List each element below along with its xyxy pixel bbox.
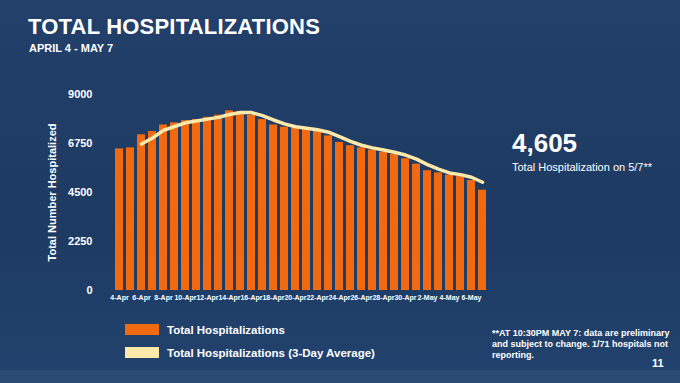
- svg-text:22-Apr: 22-Apr: [306, 294, 328, 302]
- svg-text:6750: 6750: [68, 137, 92, 149]
- svg-text:20-Apr: 20-Apr: [284, 294, 306, 302]
- svg-text:18-Apr: 18-Apr: [262, 294, 284, 302]
- svg-text:4-May: 4-May: [440, 294, 460, 302]
- html-text:4,605: 4,605: [512, 128, 578, 158]
- svg-text:14-Apr: 14-Apr: [218, 294, 240, 302]
- svg-text:10-Apr: 10-Apr: [174, 294, 196, 302]
- svg-text:16-Apr: 16-Apr: [240, 294, 262, 302]
- svg-text:26-Apr: 26-Apr: [350, 294, 372, 302]
- svg-text:9000: 9000: [68, 88, 92, 100]
- svg-text:2-May: 2-May: [418, 294, 438, 302]
- html-text:APRIL 4 - MAY 7: APRIL 4 - MAY 7: [29, 42, 114, 54]
- svg-text:8-Apr: 8-Apr: [154, 294, 173, 302]
- svg-text:30-Apr: 30-Apr: [394, 294, 416, 302]
- html-text:**AT 10:30PM MAY 7: data are p: **AT 10:30PM MAY 7: data are preliminary…: [492, 328, 670, 360]
- html-text:Total Hospitalizations: Total Hospitalizations: [167, 323, 285, 336]
- svg-text:4-Apr: 4-Apr: [110, 294, 129, 302]
- svg-text:0: 0: [86, 284, 92, 296]
- html-text:Total Hospitalizations (3-Day: Total Hospitalizations (3-Day Average): [167, 346, 375, 359]
- svg-text:28-Apr: 28-Apr: [372, 294, 394, 302]
- svg-text:4500: 4500: [68, 186, 92, 198]
- html-text:TOTAL HOSPITALIZATIONS: TOTAL HOSPITALIZATIONS: [28, 14, 320, 39]
- svg-text:Total Number Hospitalized: Total Number Hospitalized: [46, 124, 58, 262]
- svg-text:6-May: 6-May: [462, 294, 482, 302]
- html-text:11: 11: [652, 357, 664, 369]
- svg-text:12-Apr: 12-Apr: [196, 294, 218, 302]
- svg-text:24-Apr: 24-Apr: [328, 294, 350, 302]
- svg-text:6-Apr: 6-Apr: [132, 294, 151, 302]
- svg-text:2250: 2250: [68, 235, 92, 247]
- html-text:Total Hospitalization on 5/7**: Total Hospitalization on 5/7**: [512, 161, 652, 173]
